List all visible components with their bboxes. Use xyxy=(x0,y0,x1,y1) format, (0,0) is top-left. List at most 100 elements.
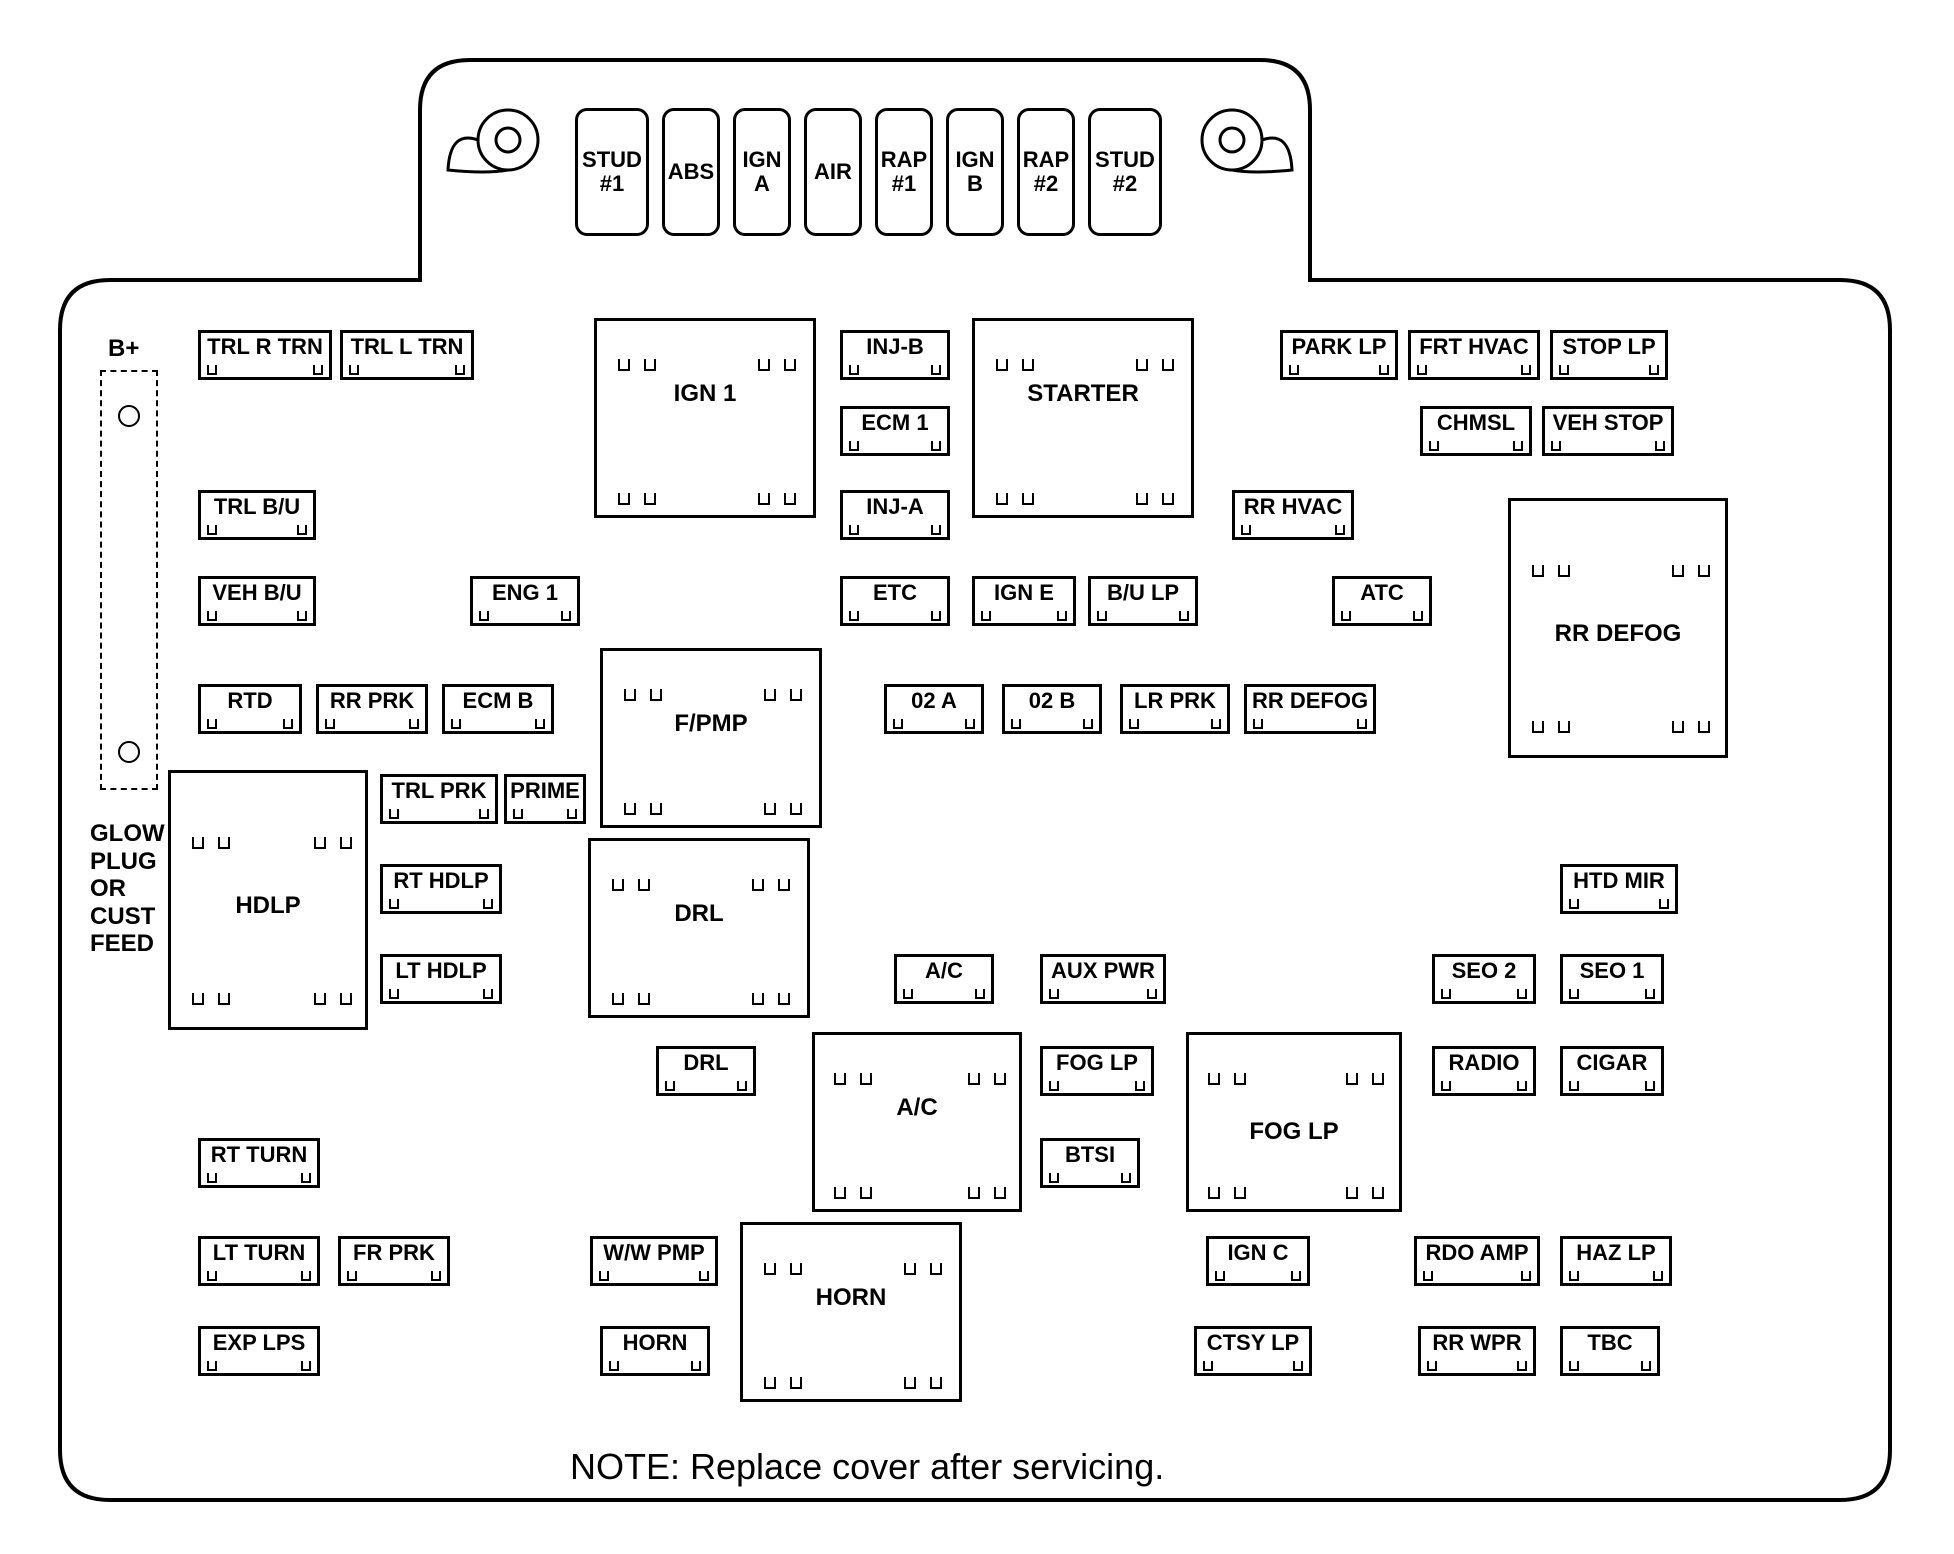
fuse-label: HTD MIR xyxy=(1573,869,1665,893)
fuse-label: DRL xyxy=(683,1051,728,1075)
fuse-label: ECM B xyxy=(463,689,534,713)
fuse-veh-stop: VEH STOP xyxy=(1542,406,1674,456)
relay-slot xyxy=(1133,469,1177,505)
fuse-label: SEO 2 xyxy=(1452,959,1517,983)
fuse-fr-prk: FR PRK xyxy=(338,1236,450,1286)
fuse-contacts xyxy=(1411,365,1537,375)
fuse-label: BTSI xyxy=(1065,1143,1115,1167)
fuse-contacts xyxy=(1563,1081,1661,1091)
fuse-contacts xyxy=(1247,719,1373,729)
fuse-label: LT HDLP xyxy=(395,959,486,983)
fuse-contacts xyxy=(201,525,313,535)
fuse-ecm-b: ECM B xyxy=(442,684,554,734)
relay-slot xyxy=(615,469,659,505)
fuse-contacts xyxy=(341,1271,447,1281)
fuse-aux-pwr: AUX PWR xyxy=(1040,954,1166,1004)
fuse-rt-hdlp: RT HDLP xyxy=(380,864,502,914)
fuse-inj-a: INJ-A xyxy=(840,490,950,540)
fuse-label: AUX PWR xyxy=(1051,959,1155,983)
relay-slot xyxy=(831,1049,875,1085)
fuse-ww-pmp: W/W PMP xyxy=(590,1236,718,1286)
fuse-02b: 02 B xyxy=(1002,684,1102,734)
relay-label: A/C xyxy=(815,1095,1019,1121)
fuse-label: FOG LP xyxy=(1056,1051,1138,1075)
relay-slot xyxy=(311,969,355,1005)
fuse-seo1: SEO 1 xyxy=(1560,954,1664,1004)
fuse-trl-l-trn: TRL L TRN xyxy=(340,330,474,380)
relay-slot xyxy=(965,1049,1009,1085)
fuse-bu-lp: B/U LP xyxy=(1088,576,1198,626)
cartridge-air: AIR xyxy=(804,108,862,236)
relay-ac: A/C xyxy=(812,1032,1022,1212)
fuse-contacts xyxy=(1123,719,1227,729)
bplus-ring-bottom xyxy=(118,741,140,763)
fuse-contacts xyxy=(659,1081,753,1091)
label-glow-plug: GLOW PLUG OR CUST FEED xyxy=(90,820,165,958)
relay-label: HDLP xyxy=(171,893,365,919)
fuse-contacts xyxy=(507,809,583,819)
relay-slot xyxy=(1669,697,1713,733)
fuse-contacts xyxy=(383,989,499,999)
cartridge-stud1: STUD #1 xyxy=(575,108,649,236)
fuse-chmsl: CHMSL xyxy=(1420,406,1532,456)
fuse-radio: RADIO xyxy=(1432,1046,1536,1096)
fuse-label: INJ-A xyxy=(866,495,923,519)
relay-horn: HORN xyxy=(740,1222,962,1402)
fuse-ign-c: IGN C xyxy=(1206,1236,1310,1286)
relay-slot xyxy=(1529,697,1573,733)
fuse-trl-r-trn: TRL R TRN xyxy=(198,330,332,380)
fuse-contacts xyxy=(201,1271,317,1281)
relay-slot xyxy=(749,969,793,1005)
fuse-contacts xyxy=(201,365,329,375)
fuse-label: ATC xyxy=(1360,581,1404,605)
fuse-label: RR HVAC xyxy=(1244,495,1343,519)
fuse-contacts xyxy=(1435,1081,1533,1091)
fuse-contacts xyxy=(1423,441,1529,451)
cartridge-igna: IGN A xyxy=(733,108,791,236)
fuse-drl-f: DRL xyxy=(656,1046,756,1096)
relay-slot xyxy=(1205,1163,1249,1199)
fuse-label: FR PRK xyxy=(353,1241,435,1265)
fuse-contacts xyxy=(1563,1271,1669,1281)
fuse-ecm1: ECM 1 xyxy=(840,406,950,456)
fuse-contacts xyxy=(1545,441,1671,451)
fuse-contacts xyxy=(843,441,947,451)
fuse-contacts xyxy=(1283,365,1395,375)
fuse-label: TRL PRK xyxy=(392,779,487,803)
fuse-label: W/W PMP xyxy=(603,1241,704,1265)
fuse-contacts xyxy=(201,1361,317,1371)
fuse-stop-lp: STOP LP xyxy=(1550,330,1668,380)
cartridge-rap1: RAP #1 xyxy=(875,108,933,236)
fuse-contacts xyxy=(1553,365,1665,375)
fuse-label: RR WPR xyxy=(1432,1331,1521,1355)
fuse-contacts xyxy=(603,1361,707,1371)
fuse-label: 02 B xyxy=(1029,689,1075,713)
relay-label: DRL xyxy=(591,901,807,927)
fuse-veh-bu: VEH B/U xyxy=(198,576,316,626)
fuse-contacts xyxy=(1005,719,1099,729)
relay-label: HORN xyxy=(743,1285,959,1311)
relay-slot xyxy=(831,1163,875,1199)
fuse-label: RR DEFOG xyxy=(1252,689,1368,713)
fuse-label: ECM 1 xyxy=(861,411,928,435)
fuse-label: B/U LP xyxy=(1107,581,1179,605)
fuse-label: TRL R TRN xyxy=(207,335,323,359)
relay-slot xyxy=(189,813,233,849)
relay-slot xyxy=(761,779,805,815)
relay-starter: STARTER xyxy=(972,318,1194,518)
fuse-contacts xyxy=(319,719,425,729)
relay-drl: DRL xyxy=(588,838,810,1018)
relay-slot xyxy=(311,813,355,849)
fuse-btsi: BTSI xyxy=(1040,1138,1140,1188)
relay-slot xyxy=(993,469,1037,505)
relay-slot xyxy=(993,335,1037,371)
fuse-label: CHMSL xyxy=(1437,411,1515,435)
fuse-label: RR PRK xyxy=(330,689,414,713)
fuse-contacts xyxy=(1235,525,1351,535)
relay-label: STARTER xyxy=(975,381,1191,407)
fuse-contacts xyxy=(201,1173,317,1183)
fuse-label: TBC xyxy=(1587,1331,1632,1355)
fuse-contacts xyxy=(1043,1173,1137,1183)
fuse-etc: ETC xyxy=(840,576,950,626)
relay-fpmp: F/PMP xyxy=(600,648,822,828)
